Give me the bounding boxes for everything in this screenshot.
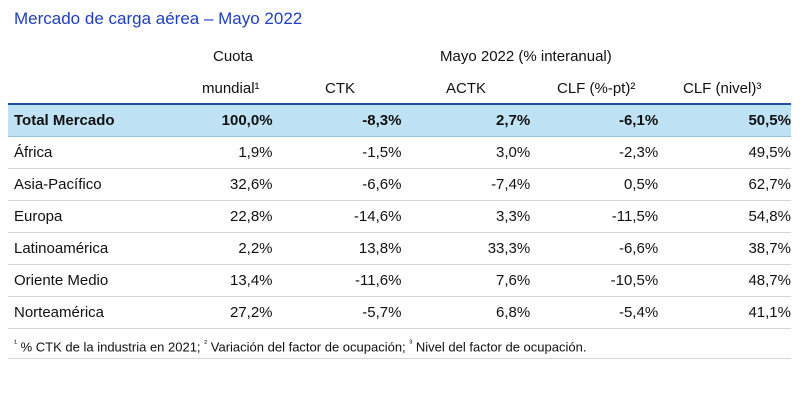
table-row: Latinoamérica 2,2% 13,8% 33,3% -6,6% 38,7% [8,232,791,265]
table-row: Norteamérica 27,2% -5,7% 6,8% -5,4% 41,1% [8,296,791,329]
cell-name: Europa [8,200,188,233]
cell-ctk: -1,5% [272,136,402,169]
table-row: Europa 22,8% -14,6% 3,3% -11,5% 54,8% [8,200,791,233]
cell-clf-pt: -5,4% [530,296,659,329]
cell-name: Norteamérica [8,296,188,329]
cell-clf-nivel: 54,8% [658,200,791,233]
cell-ctk: -5,7% [272,296,402,329]
header-cuota-line1: Cuota [213,48,254,65]
cell-actk: 2,7% [401,103,531,137]
header-clf-pt: CLF (%-pt)² [557,80,636,97]
table-row-total: Total Mercado 100,0% -8,3% 2,7% -6,1% 50,5% [8,103,791,137]
header-ctk: CTK [325,80,355,97]
cell-name: Oriente Medio [8,264,188,297]
table-row: Oriente Medio 13,4% -11,6% 7,6% -10,5% 48,7% [8,264,791,297]
cell-cuota: 1,9% [188,136,273,169]
cell-ctk: -11,6% [272,264,402,297]
table-row: Asia-Pacífico 32,6% -6,6% -7,4% 0,5% 62,7% [8,168,791,201]
cell-clf-nivel: 48,7% [658,264,791,297]
cell-ctk: -6,6% [272,168,402,201]
footnote-text-1: % CTK de la industria en 2021; [17,339,205,355]
footnote: ¹ % CTK de la industria en 2021; ² Varia… [14,338,586,354]
footnote-marker-3: ³ [409,338,413,348]
cell-cuota: 100,0% [188,103,273,137]
cell-clf-nivel: 50,5% [658,103,791,137]
cell-cuota: 27,2% [188,296,273,329]
cell-clf-nivel: 49,5% [658,136,791,169]
cell-actk: 6,8% [401,296,531,329]
cell-clf-pt: -6,1% [530,103,659,137]
header-cuota-line2: mundial¹ [202,80,260,97]
footnote-marker-2: ² [204,338,208,348]
cell-clf-pt: 0,5% [530,168,659,201]
footnote-marker-1: ¹ [14,338,17,348]
cell-clf-pt: -2,3% [530,136,659,169]
cell-actk: 7,6% [401,264,531,297]
cell-clf-nivel: 41,1% [658,296,791,329]
cell-name: Latinoamérica [8,232,188,265]
cell-actk: 33,3% [401,232,531,265]
cell-cuota: 32,6% [188,168,273,201]
footnote-text-3: Nivel del factor de ocupación. [412,339,587,355]
data-table: Total Mercado 100,0% -8,3% 2,7% -6,1% 50,5% Áf… [8,103,791,329]
header-clf-nivel: CLF (nivel)³ [683,80,762,97]
cell-cuota: 22,8% [188,200,273,233]
cell-cuota: 2,2% [188,232,273,265]
cell-ctk: -14,6% [272,200,402,233]
cell-clf-nivel: 38,7% [658,232,791,265]
cell-clf-pt: -6,6% [530,232,659,265]
cell-name: África [8,136,188,169]
header-actk: ACTK [446,80,487,97]
cell-name: Total Mercado [8,103,188,137]
cell-clf-nivel: 62,7% [658,168,791,201]
cell-actk: 3,3% [401,200,531,233]
table-row: África 1,9% -1,5% 3,0% -2,3% 49,5% [8,136,791,169]
cell-actk: -7,4% [401,168,531,201]
cell-ctk: 13,8% [272,232,402,265]
cell-clf-pt: -11,5% [530,200,659,233]
page-title: Mercado de carga aérea – Mayo 2022 [14,9,303,28]
cell-actk: 3,0% [401,136,531,169]
cell-ctk: -8,3% [272,103,402,137]
cell-clf-pt: -10,5% [530,264,659,297]
cell-name: Asia-Pacífico [8,168,188,201]
header-group-label: Mayo 2022 (% interanual) [440,48,612,65]
table-bottom-divider [8,358,791,359]
cell-cuota: 13,4% [188,264,273,297]
footnote-text-2: Variación del factor de ocupación; [207,339,410,355]
